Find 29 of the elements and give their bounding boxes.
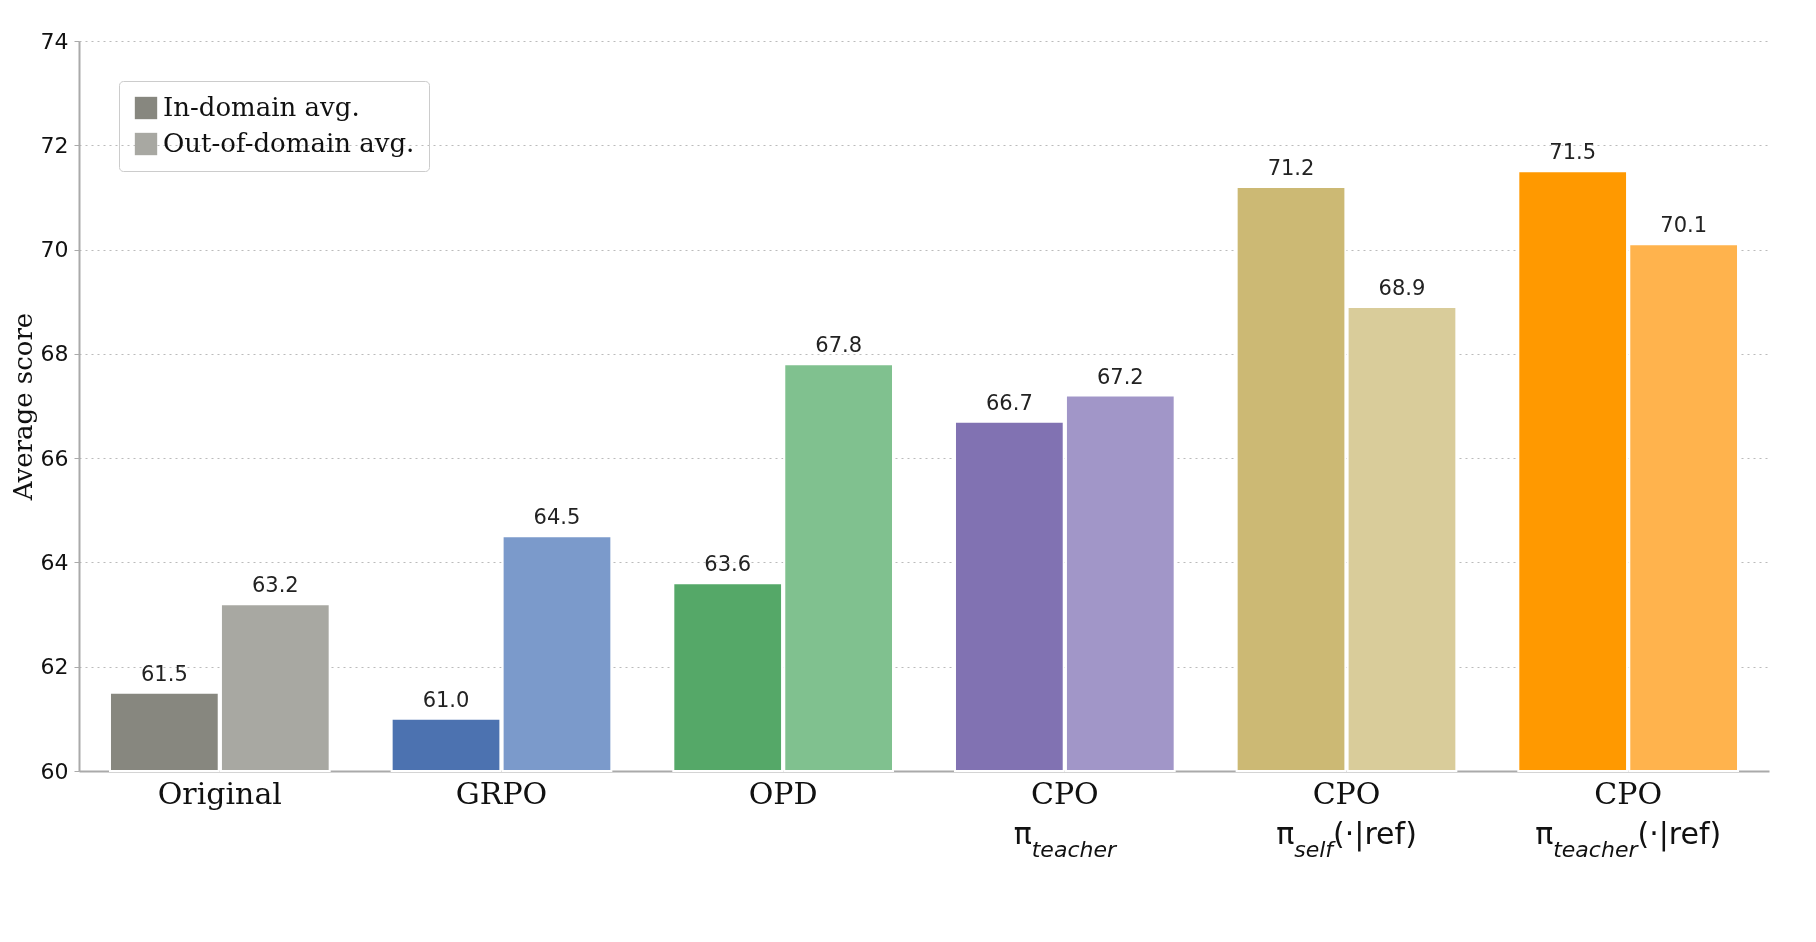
data-label: 61.0 <box>422 687 470 712</box>
data-label: 67.8 <box>815 333 863 358</box>
x-tick-label: CPO π$_{teacher}$ <box>1013 775 1118 861</box>
x-tick-label: CPO π$_{self}$(·|ref) <box>1276 775 1417 861</box>
data-label: 63.2 <box>251 573 299 598</box>
data-label: 67.2 <box>1096 364 1144 389</box>
category-label: CPO π$_{teacher}$(·|ref) <box>1535 775 1722 861</box>
y-tick-label: 64 <box>40 549 69 575</box>
y-tick-label: 74 <box>40 28 69 54</box>
y-axis-title: Average score <box>7 312 38 502</box>
y-tick-label: 68 <box>40 341 69 367</box>
y-tick-label: 70 <box>40 237 69 263</box>
data-label: 64.5 <box>533 505 581 530</box>
x-tick-label: GRPO <box>455 775 548 811</box>
y-tick-label: 60 <box>40 758 69 784</box>
x-tick-label: Original <box>157 775 282 811</box>
data-label: 71.2 <box>1267 156 1315 180</box>
legend-label: Out-of-domain avg. <box>163 128 415 158</box>
data-label: 71.5 <box>1549 140 1597 165</box>
data-label: 66.7 <box>985 390 1033 415</box>
legend-label: In-domain avg. <box>163 92 360 122</box>
y-tick-label: 62 <box>40 654 69 680</box>
y-tick-label: 72 <box>40 132 69 158</box>
data-label: 68.9 <box>1378 275 1426 300</box>
y-tick-label: 66 <box>40 445 69 471</box>
data-label: 70.1 <box>1660 213 1708 238</box>
x-tick-label: OPD <box>748 775 818 811</box>
data-label: 63.6 <box>704 552 752 577</box>
data-label: 61.5 <box>140 661 188 686</box>
